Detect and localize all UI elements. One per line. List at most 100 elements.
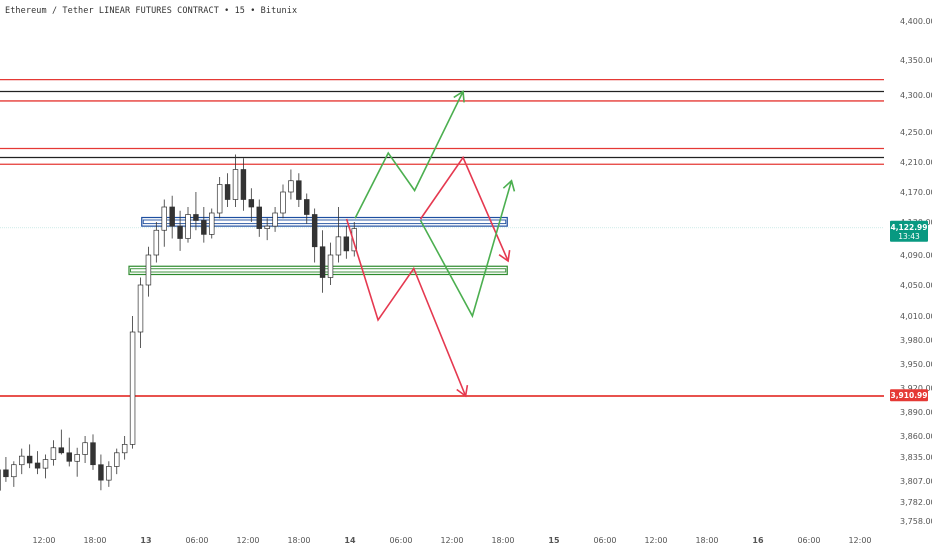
y-tick-label-11: 3,950.00 bbox=[900, 360, 932, 369]
green-zone[interactable] bbox=[128, 265, 508, 276]
x-tick-label-15: 06:00 bbox=[797, 536, 820, 545]
candle-18 bbox=[90, 442, 96, 466]
y-tick-label-2: 4,300.00 bbox=[900, 91, 932, 100]
candle-46 bbox=[311, 214, 318, 248]
candle-38 bbox=[248, 199, 255, 208]
candle-15 bbox=[66, 452, 72, 462]
candle-35 bbox=[224, 184, 231, 200]
candle-33 bbox=[209, 212, 215, 235]
projection-arrowhead-0 bbox=[453, 90, 465, 103]
candle-22 bbox=[121, 444, 128, 454]
x-tick-label-4: 12:00 bbox=[236, 536, 259, 545]
candle-39 bbox=[256, 206, 262, 229]
candle-42 bbox=[280, 191, 286, 214]
y-tick-label-7: 4,090.00 bbox=[900, 251, 932, 260]
current-price-tag bbox=[890, 220, 928, 242]
y-tick-label-12: 3,920.00 bbox=[900, 384, 932, 393]
candle-19 bbox=[98, 464, 104, 481]
y-tick-label-5: 4,170.00 bbox=[900, 188, 932, 197]
candle-10 bbox=[26, 455, 33, 464]
x-axis: 12:00 18:00 13 06:00 12:00 18:00 14 06:00 12:00 1… bbox=[32, 536, 871, 545]
candle-51 bbox=[351, 228, 357, 252]
candle-23 bbox=[129, 331, 136, 445]
candle-49 bbox=[335, 236, 342, 256]
y-axis: 4,400.00 4,350.00 4,300.00 4,250.00 4,210.00… bbox=[900, 17, 932, 526]
chart-title: Ethereum / Tether LINEAR FUTURES CONTRAC… bbox=[5, 6, 298, 16]
y-tick-label-18: 3,758.00 bbox=[900, 517, 932, 526]
candle-25 bbox=[145, 254, 152, 286]
y-tick-label-14: 3,860.00 bbox=[900, 432, 932, 441]
x-tick-label-14: 16 bbox=[752, 536, 764, 545]
projection-arrowhead-3 bbox=[456, 385, 469, 398]
candle-26 bbox=[153, 229, 160, 256]
candle-24 bbox=[137, 284, 144, 333]
candle-31 bbox=[193, 214, 199, 221]
candle-7 bbox=[3, 469, 9, 478]
blue-zone-inner bbox=[142, 219, 507, 225]
candle-14 bbox=[58, 447, 65, 454]
y-tick-label-13: 3,890.00 bbox=[900, 408, 932, 417]
green-zone-inner bbox=[130, 268, 507, 273]
x-tick-label-9: 18:00 bbox=[491, 536, 514, 545]
y-tick-label-8: 4,050.00 bbox=[900, 281, 932, 290]
projection-red-1[interactable] bbox=[419, 155, 509, 262]
level-price-tag bbox=[890, 389, 928, 402]
y-tick-label-1: 4,350.00 bbox=[900, 56, 932, 65]
horizontal-levels bbox=[0, 78, 884, 397]
y-tick-label-3: 4,250.00 bbox=[900, 128, 932, 137]
x-tick-label-1: 18:00 bbox=[83, 536, 106, 545]
candle-9 bbox=[19, 455, 25, 466]
y-tick-label-10: 3,980.00 bbox=[900, 336, 932, 345]
x-tick-label-8: 12:00 bbox=[440, 536, 463, 545]
candle-40 bbox=[264, 225, 270, 229]
candle-21 bbox=[114, 452, 120, 467]
x-tick-label-2: 13 bbox=[140, 536, 151, 545]
y-tick-label-17: 3,782.00 bbox=[900, 498, 932, 507]
candle-45 bbox=[304, 199, 310, 215]
candle-17 bbox=[82, 442, 88, 455]
candle-29 bbox=[177, 225, 183, 239]
x-tick-label-7: 06:00 bbox=[389, 536, 412, 545]
projection-red-3[interactable] bbox=[345, 218, 467, 397]
x-tick-label-10: 15 bbox=[548, 536, 560, 545]
x-tick-label-13: 18:00 bbox=[695, 536, 718, 545]
level-price-label: 3,910.99 bbox=[890, 391, 927, 400]
candle-11 bbox=[34, 462, 41, 469]
candle-20 bbox=[106, 466, 112, 481]
projection-green-2[interactable] bbox=[419, 180, 513, 319]
y-tick-label-9: 4,010.00 bbox=[900, 312, 932, 321]
x-tick-label-3: 06:00 bbox=[185, 536, 208, 545]
blue-zone[interactable] bbox=[141, 216, 508, 227]
candle-36 bbox=[232, 169, 239, 200]
projection-green-0[interactable] bbox=[354, 91, 464, 219]
candle-41 bbox=[272, 212, 278, 227]
countdown-label: 13:43 bbox=[898, 232, 920, 241]
current-price-label: 4,122.99 bbox=[890, 223, 927, 232]
candle-28 bbox=[169, 206, 175, 227]
candle-34 bbox=[216, 184, 223, 214]
projection-arrowhead-1 bbox=[498, 249, 511, 263]
x-tick-label-16: 12:00 bbox=[848, 536, 871, 545]
candle-16 bbox=[74, 454, 80, 462]
candle-27 bbox=[161, 206, 167, 231]
candle-37 bbox=[240, 169, 247, 200]
candle-13 bbox=[50, 447, 57, 460]
candle-47 bbox=[319, 246, 326, 278]
candle-12 bbox=[42, 459, 49, 469]
x-tick-label-5: 18:00 bbox=[287, 536, 310, 545]
candles bbox=[0, 154, 357, 491]
candle-48 bbox=[327, 254, 334, 278]
candle-44 bbox=[296, 180, 302, 200]
x-tick-label-0: 12:00 bbox=[32, 536, 55, 545]
y-tick-label-0: 4,400.00 bbox=[900, 17, 932, 26]
projection-arrowhead-2 bbox=[502, 179, 516, 192]
projection-arrows bbox=[345, 90, 516, 398]
candle-43 bbox=[288, 180, 294, 193]
candle-32 bbox=[201, 220, 207, 235]
candle-8 bbox=[11, 464, 17, 478]
x-tick-label-11: 06:00 bbox=[593, 536, 616, 545]
candle-30 bbox=[185, 214, 191, 239]
x-tick-label-6: 14 bbox=[344, 536, 356, 545]
